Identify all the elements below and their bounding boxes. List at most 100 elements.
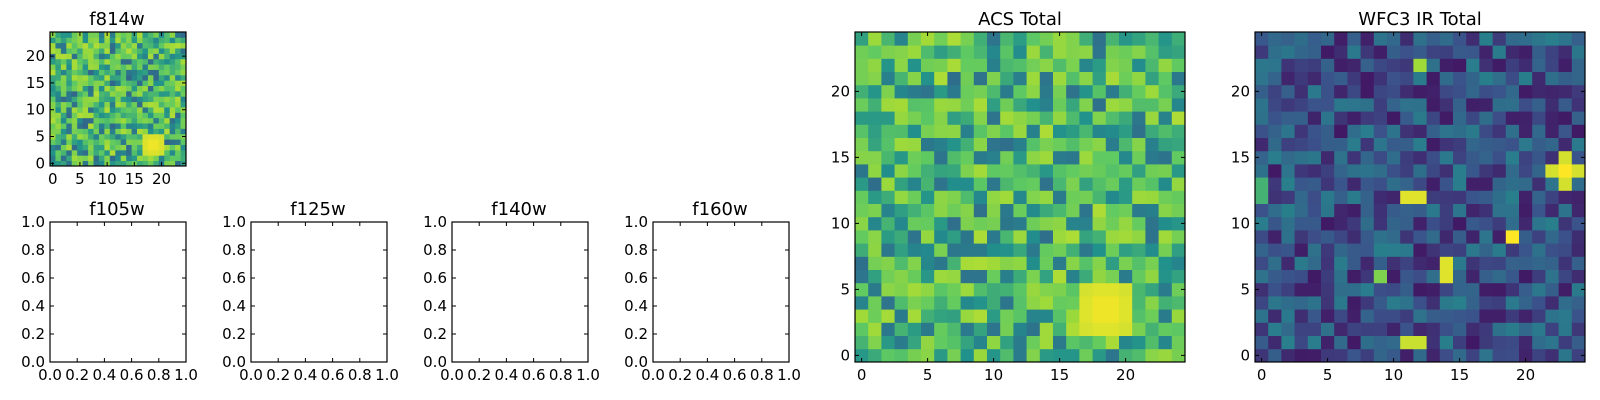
heatmap-cell bbox=[1000, 335, 1014, 350]
heatmap-cell bbox=[109, 85, 116, 92]
heatmap-cell bbox=[1492, 177, 1507, 191]
heatmap-cell bbox=[109, 32, 116, 38]
heatmap-cell bbox=[98, 74, 105, 81]
xtick-label: 5 bbox=[923, 366, 933, 384]
heatmap-cell bbox=[104, 37, 111, 44]
heatmap-cell bbox=[120, 160, 127, 167]
heatmap-cell bbox=[1519, 111, 1533, 125]
heatmap-cell bbox=[1426, 84, 1441, 99]
heatmap-cell bbox=[142, 160, 149, 167]
heatmap-cell bbox=[1466, 71, 1480, 86]
heatmap-cell bbox=[1413, 309, 1427, 323]
heatmap-cell bbox=[1360, 124, 1375, 138]
heatmap-cell bbox=[1281, 137, 1295, 152]
heatmap-cell bbox=[987, 150, 1001, 165]
heatmap-cell bbox=[1532, 348, 1546, 363]
heatmap-cell bbox=[66, 32, 73, 38]
heatmap-cell bbox=[175, 64, 181, 70]
heatmap-cell bbox=[1105, 282, 1120, 297]
heatmap-cell bbox=[1387, 45, 1401, 59]
heatmap-cell bbox=[104, 80, 111, 86]
heatmap-cell bbox=[1171, 309, 1186, 323]
heatmap-cell bbox=[1453, 243, 1467, 257]
heatmap-cell bbox=[987, 190, 1001, 204]
heatmap-cell bbox=[1492, 335, 1507, 350]
heatmap-cell bbox=[1307, 58, 1322, 72]
heatmap-cell bbox=[1334, 164, 1348, 178]
heatmap-cell bbox=[1294, 203, 1309, 218]
heatmap-cell bbox=[66, 139, 73, 145]
heatmap-cell bbox=[1479, 137, 1493, 152]
heatmap-cell bbox=[169, 42, 176, 49]
heatmap-cell bbox=[50, 90, 56, 97]
heatmap-cell bbox=[1532, 230, 1546, 244]
heatmap-cell bbox=[137, 128, 143, 135]
heatmap-cell bbox=[894, 309, 909, 323]
heatmap-cell bbox=[1145, 230, 1159, 244]
xtick-label: 0.0 bbox=[440, 366, 464, 384]
heatmap-cell bbox=[147, 133, 154, 140]
heatmap-cell bbox=[109, 144, 116, 151]
heatmap-cell bbox=[868, 137, 882, 152]
ytick-label: 0.8 bbox=[21, 241, 45, 259]
heatmap-cell bbox=[1079, 190, 1093, 204]
heatmap-cell bbox=[947, 348, 961, 363]
heatmap-cell bbox=[1532, 203, 1546, 218]
heatmap-cell bbox=[137, 53, 143, 60]
heatmap-cell bbox=[1158, 45, 1173, 59]
heatmap-cell bbox=[1255, 348, 1269, 363]
xtick-label: 0.0 bbox=[641, 366, 665, 384]
heatmap-cell bbox=[77, 123, 84, 129]
heatmap-cell bbox=[947, 177, 961, 191]
heatmap-cell bbox=[137, 144, 143, 151]
heatmap-cell bbox=[153, 128, 160, 135]
heatmap-cell bbox=[1545, 137, 1559, 152]
heatmap-cell bbox=[1039, 322, 1054, 336]
heatmap-cell bbox=[1092, 322, 1107, 336]
heatmap-cell bbox=[104, 107, 111, 113]
heatmap-cell bbox=[1360, 111, 1375, 125]
heatmap-cell bbox=[960, 124, 975, 138]
heatmap-cell bbox=[1373, 32, 1388, 46]
heatmap-cell bbox=[55, 139, 62, 145]
heatmap-cell bbox=[1294, 348, 1309, 363]
heatmap-cell bbox=[1092, 124, 1107, 138]
heatmap-cell bbox=[1492, 84, 1507, 99]
heatmap-cell bbox=[921, 190, 935, 204]
heatmap-cell bbox=[1439, 203, 1454, 218]
heatmap-cell bbox=[88, 123, 94, 129]
heatmap-cell bbox=[1053, 98, 1067, 112]
heatmap-cell bbox=[1519, 45, 1533, 59]
heatmap-cell bbox=[1387, 309, 1401, 323]
heatmap-cell bbox=[66, 160, 73, 167]
heatmap-cell bbox=[131, 117, 138, 124]
heatmap-cell bbox=[1026, 137, 1041, 152]
heatmap-cell bbox=[1505, 71, 1520, 86]
heatmap-cell bbox=[66, 128, 73, 135]
heatmap-cell bbox=[77, 69, 84, 76]
heatmap-cell bbox=[164, 160, 171, 167]
heatmap-cell bbox=[1439, 98, 1454, 112]
heatmap-cell bbox=[1145, 150, 1159, 165]
heatmap-cell bbox=[1360, 32, 1375, 46]
heatmap-cell bbox=[973, 58, 988, 72]
heatmap-cell bbox=[1387, 177, 1401, 191]
heatmap-cell bbox=[921, 164, 935, 178]
heatmap-cell bbox=[1453, 45, 1467, 59]
heatmap-cell bbox=[934, 177, 948, 191]
heatmap-cell bbox=[109, 101, 116, 108]
ytick-label: 0.2 bbox=[624, 325, 648, 343]
heatmap-cell bbox=[1387, 84, 1401, 99]
ytick-label: 0 bbox=[1240, 346, 1250, 364]
heatmap-cell bbox=[1079, 98, 1093, 112]
heatmap-cell bbox=[109, 58, 116, 65]
heatmap-cell bbox=[855, 137, 869, 152]
heatmap-cell bbox=[109, 133, 116, 140]
heatmap-cell bbox=[82, 117, 89, 124]
heatmap-cell bbox=[1439, 111, 1454, 125]
heatmap-cell bbox=[82, 48, 89, 54]
heatmap-cell bbox=[1066, 71, 1080, 86]
heatmap-cell bbox=[120, 69, 127, 76]
heatmap-cell bbox=[131, 74, 138, 81]
heatmap-cell bbox=[1281, 58, 1295, 72]
